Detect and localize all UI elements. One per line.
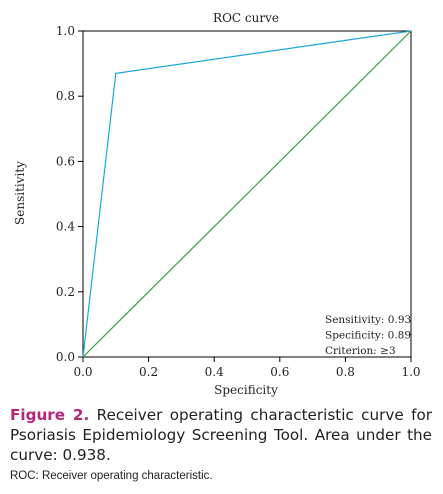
y-tick-label: 0.4 [56,220,75,234]
annotation-text: Sensitivity: 0.93 [325,314,411,326]
figure-caption-text: Receiver operating characteristic curve … [10,406,432,464]
figure-label: Figure 2. [10,406,90,424]
plot-area: 0.0 0.2 0.4 0.6 0.8 1.0 0.0 0.2 0.4 0.6 0.8 1.0 [56,24,421,379]
roc-chart: ROC curve 0.0 0.2 0.4 0.6 0.8 1.0 0.0 0.2 0.4 0.6… [13,11,421,397]
chart-annotations: Sensitivity: 0.93 Specificity: 0.89 Criter… [325,314,411,357]
x-tick-label: 0.0 [73,365,92,379]
y-tick-label: 0.6 [56,154,75,168]
y-tick-label: 0.8 [56,89,75,103]
chart-title: ROC curve [213,11,279,25]
plot-frame [82,30,412,358]
annotation-text: Specificity: 0.89 [325,330,411,342]
y-axis-label: Sensitivity [13,161,27,225]
x-tick-label: 0.4 [205,365,224,379]
x-axis-label: Specificity [214,383,278,397]
roc-curve-line [82,30,412,358]
abbreviation-note: ROC: Receiver operating characteristic. [10,470,213,482]
y-tick-label: 0.2 [56,285,75,299]
x-tick-label: 1.0 [401,365,420,379]
y-tick-label: 0.0 [56,350,75,364]
x-tick-label: 0.6 [270,365,289,379]
x-tick-label: 0.8 [336,365,355,379]
x-tick-label: 0.2 [139,365,158,379]
figure-caption: Figure 2. Receiver operating characteris… [10,405,432,465]
annotation-text: Criterion: ≥3 [325,345,396,357]
reference-diagonal-line [82,30,412,358]
y-tick-label: 1.0 [56,24,75,38]
